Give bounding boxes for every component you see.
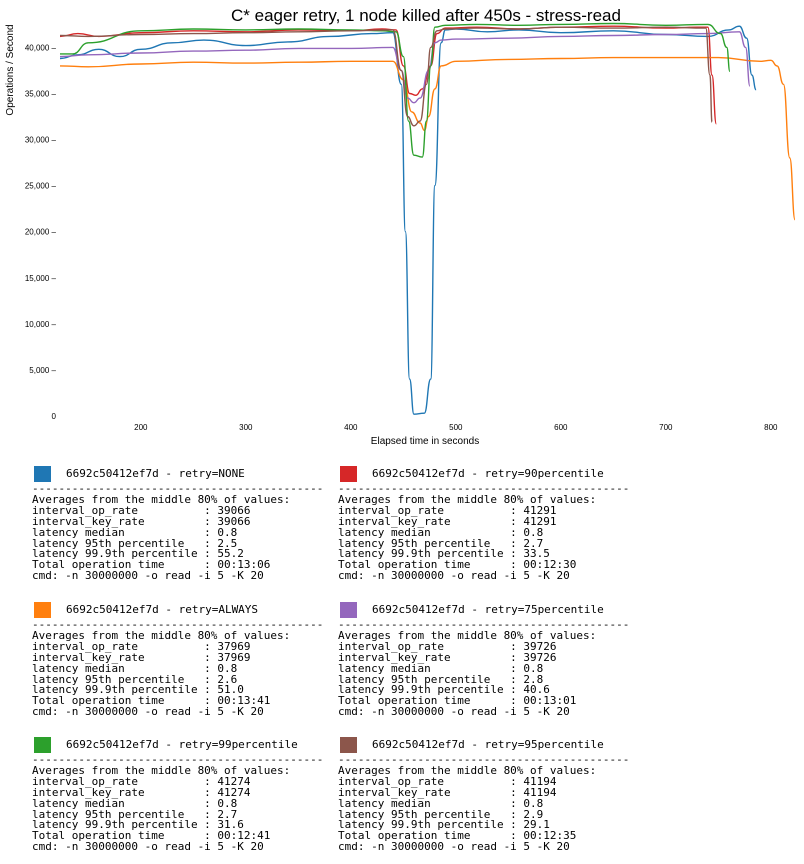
series-stats: ----------------------------------------… xyxy=(32,618,324,719)
y-tick-label: 5,000 – xyxy=(29,366,56,375)
y-tick-label: 35,000 – xyxy=(25,90,57,99)
series-stats: ----------------------------------------… xyxy=(338,753,630,854)
x-axis-label: Elapsed time in seconds xyxy=(371,436,479,447)
series-line-5 xyxy=(59,26,713,127)
legend-block-retry-75percentile: 6692c50412ef7d - retry=75percentile ----… xyxy=(338,602,638,722)
y-tick-label: 30,000 – xyxy=(25,136,57,145)
chart-title: C* eager retry, 1 node killed after 450s… xyxy=(231,6,621,25)
y-tick-label: 15,000 – xyxy=(25,274,57,283)
y-axis-ticks: 0 5,000 – 10,000 – 15,000 – 20,000 – 25,000 –… xyxy=(25,43,57,421)
series-stats: ----------------------------------------… xyxy=(338,618,630,719)
series-title: 6692c50412ef7d - retry=75percentile xyxy=(372,603,604,616)
y-tick-label: 40,000 – xyxy=(25,43,57,52)
series-swatch xyxy=(340,466,357,482)
legend-block-retry-95percentile: 6692c50412ef7d - retry=95percentile ----… xyxy=(338,737,638,857)
series-title: 6692c50412ef7d - retry=90percentile xyxy=(372,467,604,480)
y-tick-label: 10,000 – xyxy=(25,320,57,329)
y-tick-label: 0 xyxy=(52,412,57,421)
series-lines xyxy=(59,22,796,415)
y-tick-label: 20,000 – xyxy=(25,228,57,237)
series-stats: ----------------------------------------… xyxy=(32,482,324,583)
series-swatch xyxy=(340,602,357,618)
stress-read-chart: C* eager retry, 1 node killed after 450s… xyxy=(5,6,796,447)
legend-block-retry-90percentile: 6692c50412ef7d - retry=90percentile ----… xyxy=(338,466,638,586)
x-tick-label: 700 xyxy=(659,423,673,432)
series-title: 6692c50412ef7d - retry=99percentile xyxy=(66,738,298,751)
legend-block-retry-none: 6692c50412ef7d - retry=NONE ------------… xyxy=(32,466,332,586)
series-swatch xyxy=(340,737,357,753)
series-line-2 xyxy=(59,56,796,221)
series-swatch xyxy=(34,602,51,618)
x-tick-label: 200 xyxy=(134,423,148,432)
y-tick-label: 25,000 – xyxy=(25,182,57,191)
series-stats: ----------------------------------------… xyxy=(338,482,630,583)
series-title: 6692c50412ef7d - retry=ALWAYS xyxy=(66,603,259,616)
series-line-0 xyxy=(59,25,757,415)
legend-block-retry-always: 6692c50412ef7d - retry=ALWAYS ----------… xyxy=(32,602,332,722)
series-line-3 xyxy=(59,31,751,104)
series-stats: ----------------------------------------… xyxy=(32,753,324,854)
x-tick-label: 600 xyxy=(554,423,568,432)
series-title: 6692c50412ef7d - retry=NONE xyxy=(66,467,245,480)
series-swatch xyxy=(34,737,51,753)
x-tick-label: 400 xyxy=(344,423,358,432)
x-tick-label: 500 xyxy=(449,423,463,432)
series-line-1 xyxy=(59,25,717,125)
legend-block-retry-99percentile: 6692c50412ef7d - retry=99percentile ----… xyxy=(32,737,332,857)
y-axis-label: Operations / Second xyxy=(5,24,16,115)
series-line-4 xyxy=(60,22,731,158)
x-tick-label: 300 xyxy=(239,423,253,432)
series-title: 6692c50412ef7d - retry=95percentile xyxy=(372,738,604,751)
x-axis-ticks: 200 300 400 500 600 700 800 xyxy=(134,423,778,432)
series-swatch xyxy=(34,466,51,482)
x-tick-label: 800 xyxy=(764,423,778,432)
